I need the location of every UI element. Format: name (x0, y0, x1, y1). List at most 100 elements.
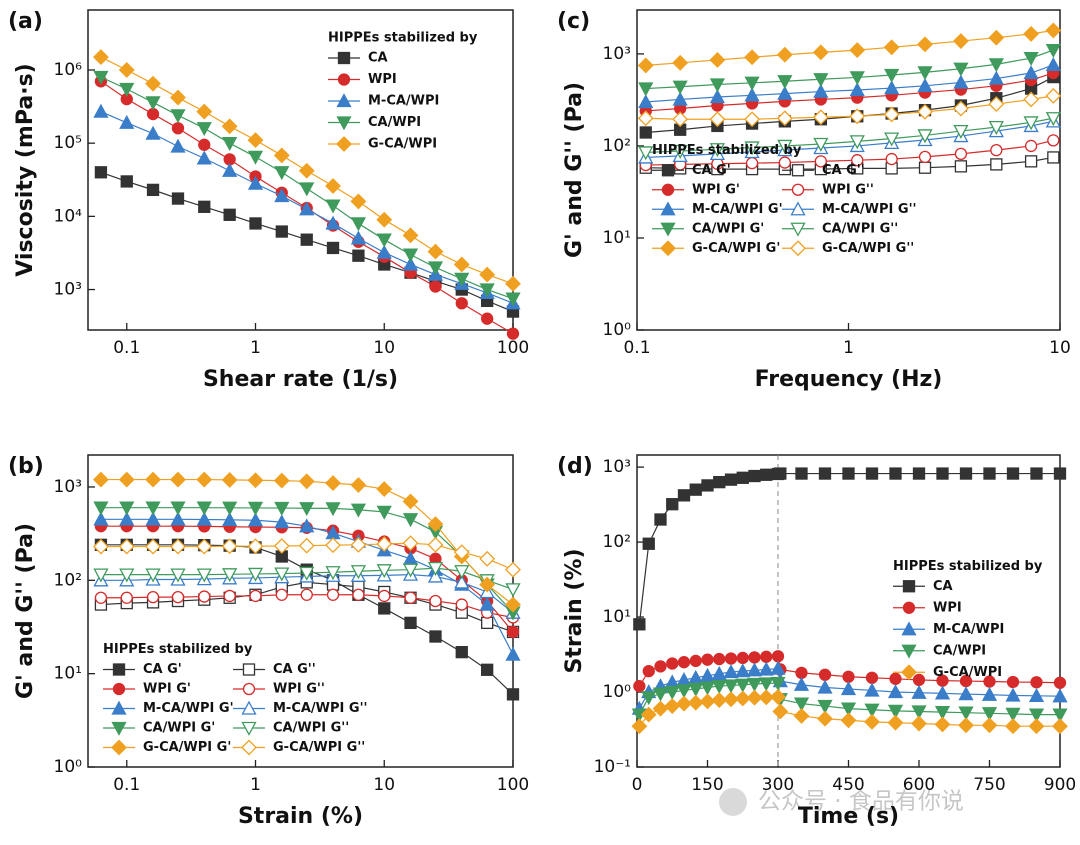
marker (689, 483, 702, 496)
marker (793, 708, 810, 724)
marker (990, 144, 1003, 157)
marker (93, 568, 109, 583)
marker (171, 192, 185, 205)
series-line (638, 472, 1060, 625)
marker (934, 716, 951, 733)
marker (404, 591, 417, 604)
marker (641, 691, 657, 706)
y-tick-label: 10⁰ (603, 682, 632, 702)
marker (736, 471, 749, 484)
x-tick-label: 10 (373, 338, 395, 358)
marker (1045, 43, 1061, 58)
marker (709, 89, 726, 104)
x-tick-label: 1 (250, 338, 261, 358)
marker (865, 467, 879, 480)
marker (1028, 687, 1045, 702)
marker (1045, 87, 1062, 104)
marker (760, 650, 773, 663)
marker (771, 650, 785, 663)
marker (93, 49, 109, 66)
legend-marker (790, 240, 806, 257)
marker (221, 471, 238, 488)
marker (454, 574, 470, 589)
marker (1047, 134, 1060, 147)
marker (481, 663, 494, 676)
marker (325, 475, 341, 492)
plot-frame (87, 9, 514, 331)
marker (196, 150, 212, 165)
marker (817, 699, 833, 714)
marker (145, 538, 161, 555)
watermark-text: 公众号 · 食品有你说 (758, 789, 964, 815)
y-tick-label: 10³ (603, 44, 631, 64)
marker (639, 126, 652, 139)
legend-marker (241, 739, 257, 756)
marker (1024, 155, 1038, 168)
marker (145, 471, 161, 488)
marker (300, 588, 313, 601)
marker (711, 665, 727, 680)
marker (325, 566, 341, 581)
marker (912, 467, 926, 480)
marker (918, 161, 932, 174)
marker (118, 538, 135, 555)
marker (958, 706, 974, 721)
series (631, 689, 1068, 735)
marker (196, 538, 213, 555)
series (633, 467, 1067, 631)
marker (222, 511, 238, 526)
marker (221, 118, 238, 135)
x-tick-label: 0.1 (113, 775, 140, 795)
marker (350, 536, 367, 553)
marker (506, 688, 520, 701)
marker (988, 121, 1004, 136)
legend-label: WPI G'' (822, 182, 874, 197)
marker (429, 594, 442, 608)
marker (672, 111, 689, 128)
marker (171, 591, 185, 604)
legend-label: CA G'' (273, 662, 316, 677)
marker (746, 662, 763, 677)
marker (770, 676, 786, 691)
marker (849, 82, 865, 97)
marker (793, 697, 810, 712)
legend-label: M-CA/WPI (368, 94, 439, 109)
marker (793, 676, 810, 691)
marker (402, 248, 419, 263)
marker (959, 467, 973, 480)
legend-marker (336, 136, 352, 152)
marker (300, 233, 313, 246)
marker (723, 691, 739, 708)
legend: HIPPEs stabilized by CA WPI M-CA/WPI CA/WPI G… (328, 31, 478, 152)
marker (170, 511, 186, 526)
marker (93, 103, 109, 118)
marker (198, 200, 211, 213)
marker (642, 537, 655, 550)
legend-marker (791, 164, 805, 177)
marker (119, 568, 135, 583)
marker (427, 243, 444, 260)
x-tick-label: 0.1 (623, 338, 650, 358)
legend-marker (790, 222, 806, 237)
marker (146, 183, 160, 197)
marker (223, 589, 236, 603)
marker (746, 689, 763, 706)
y-tick-label: 10¹ (603, 228, 631, 248)
legend-label: CA/WPI (368, 115, 421, 130)
marker (758, 661, 774, 676)
marker (376, 481, 393, 497)
legend-marker (112, 663, 126, 676)
marker (1030, 467, 1043, 480)
marker (352, 588, 365, 601)
marker (479, 283, 495, 298)
marker (222, 162, 238, 177)
panel: (c) Frequency (Hz) G' and G'' (Pa) 0.1 1 10 10… (557, 9, 1071, 392)
legend-label: CA G' (143, 662, 182, 677)
marker (221, 538, 238, 555)
marker (633, 679, 646, 693)
series (638, 57, 1061, 109)
marker (222, 137, 238, 152)
marker (713, 475, 726, 489)
marker (274, 567, 290, 582)
